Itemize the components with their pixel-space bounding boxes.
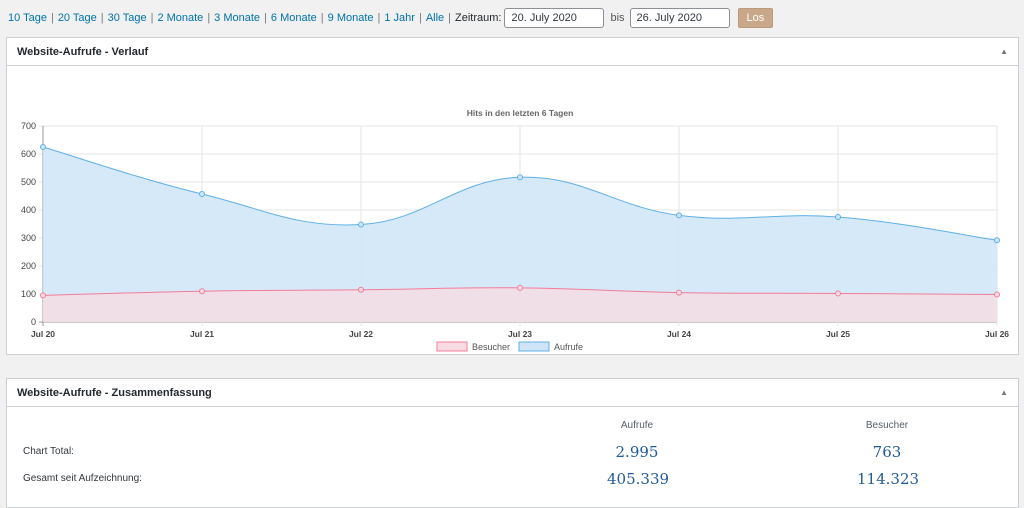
data-point-besucher: [517, 284, 523, 291]
column-header-besucher: Besucher: [865, 420, 909, 431]
range-link-7[interactable]: 1 Jahr: [384, 12, 415, 24]
y-tick-label: 100: [21, 289, 36, 299]
hits-line-chart: Hits in den letzten 6 Tagen 0 100 200 300 400…: [21, 108, 1009, 352]
date-to-input[interactable]: [629, 8, 730, 28]
range-link-0[interactable]: 10 Tage: [8, 12, 47, 24]
data-point-aufrufe: [358, 221, 364, 228]
data-point-besucher: [40, 292, 46, 299]
submit-range-button[interactable]: Los: [737, 8, 774, 28]
summary-postbox-title: Website-Aufrufe - Zusammenfassung: [17, 386, 212, 399]
range-link-1[interactable]: 20 Tage: [57, 12, 97, 24]
x-tick-label: Jul 22: [349, 329, 373, 339]
range-link-2[interactable]: 30 Tage: [107, 12, 147, 24]
x-tick-label: Jul 20: [31, 329, 55, 339]
data-point-aufrufe: [40, 144, 46, 150]
range-link-6[interactable]: 9 Monate: [327, 12, 374, 24]
x-tick-label: Jul 24: [667, 329, 691, 339]
range-link-5[interactable]: 6 Monate: [270, 12, 317, 24]
range-link-4[interactable]: 3 Monate: [214, 12, 261, 24]
separator: |: [377, 12, 381, 24]
range-link-8[interactable]: Alle: [425, 12, 445, 24]
y-tick-label: 600: [21, 149, 36, 159]
column-header-aufrufe: Aufrufe: [620, 420, 654, 431]
row-label-gesamt: Gesamt seit Aufzeichnung:: [23, 473, 142, 484]
separator: |: [320, 12, 324, 24]
x-tick-label: Jul 21: [190, 329, 214, 339]
data-point-aufrufe: [835, 214, 841, 220]
x-tick-label: Jul 26: [985, 329, 1009, 339]
y-tick-label: 300: [21, 233, 36, 243]
legend-label-aufrufe: Aufrufe: [554, 342, 583, 352]
summary-postbox: Website-Aufrufe - Zusammenfassung ▲ Aufr…: [6, 378, 1019, 508]
separator: |: [100, 12, 104, 24]
data-point-besucher: [676, 289, 682, 296]
separator: |: [207, 12, 211, 24]
chart-title: Hits in den letzten 6 Tagen: [467, 108, 574, 118]
date-range-bar: 10 Tage | 20 Tage | 30 Tage | 2 Monate | 3 Monat…: [8, 7, 774, 29]
y-tick-label: 200: [21, 261, 36, 271]
chart-postbox-header[interactable]: Website-Aufrufe - Verlauf ▲: [7, 38, 1018, 66]
data-point-aufrufe: [994, 237, 1000, 244]
date-from-input[interactable]: [504, 8, 605, 28]
summary-postbox-header[interactable]: Website-Aufrufe - Zusammenfassung ▲: [7, 379, 1018, 407]
bis-label: bis: [610, 12, 625, 24]
data-point-besucher: [358, 286, 364, 293]
chart-postbox: Website-Aufrufe - Verlauf ▲ Hits in den …: [6, 37, 1019, 355]
y-tick-label: 500: [21, 177, 36, 187]
y-tick-label: 400: [21, 205, 36, 215]
y-tick-label: 700: [21, 121, 36, 131]
row-label-chart-total: Chart Total:: [23, 446, 74, 457]
data-point-aufrufe: [676, 212, 682, 219]
series-area-besucher: [43, 287, 997, 322]
value-chart-total-besucher: 763: [872, 443, 902, 461]
y-tick-label: 0: [31, 317, 36, 327]
legend-label-besucher: Besucher: [472, 342, 510, 352]
x-tick-label: Jul 23: [508, 329, 532, 339]
separator: |: [418, 12, 422, 24]
triangle-up-icon[interactable]: ▲: [1000, 47, 1008, 56]
data-point-besucher: [199, 288, 205, 295]
chart-postbox-title: Website-Aufrufe - Verlauf: [17, 45, 149, 58]
zeitraum-label: Zeitraum:: [455, 12, 502, 24]
data-point-besucher: [994, 291, 1000, 298]
separator: |: [50, 12, 54, 24]
value-gesamt-besucher: 114.323: [857, 470, 920, 488]
legend-swatch-aufrufe: [518, 341, 550, 352]
separator: |: [150, 12, 154, 24]
legend-swatch-besucher: [436, 341, 468, 352]
series-area-aufrufe: [43, 147, 997, 322]
value-gesamt-aufrufe: 405.339: [607, 470, 670, 488]
range-link-3[interactable]: 2 Monate: [157, 12, 204, 24]
data-point-besucher: [835, 290, 841, 297]
data-point-aufrufe: [199, 191, 205, 198]
data-point-aufrufe: [517, 174, 523, 181]
separator: |: [448, 12, 452, 24]
triangle-up-icon[interactable]: ▲: [1000, 388, 1008, 397]
x-tick-label: Jul 25: [826, 329, 850, 339]
value-chart-total-aufrufe: 2.995: [615, 443, 659, 461]
separator: |: [264, 12, 267, 24]
